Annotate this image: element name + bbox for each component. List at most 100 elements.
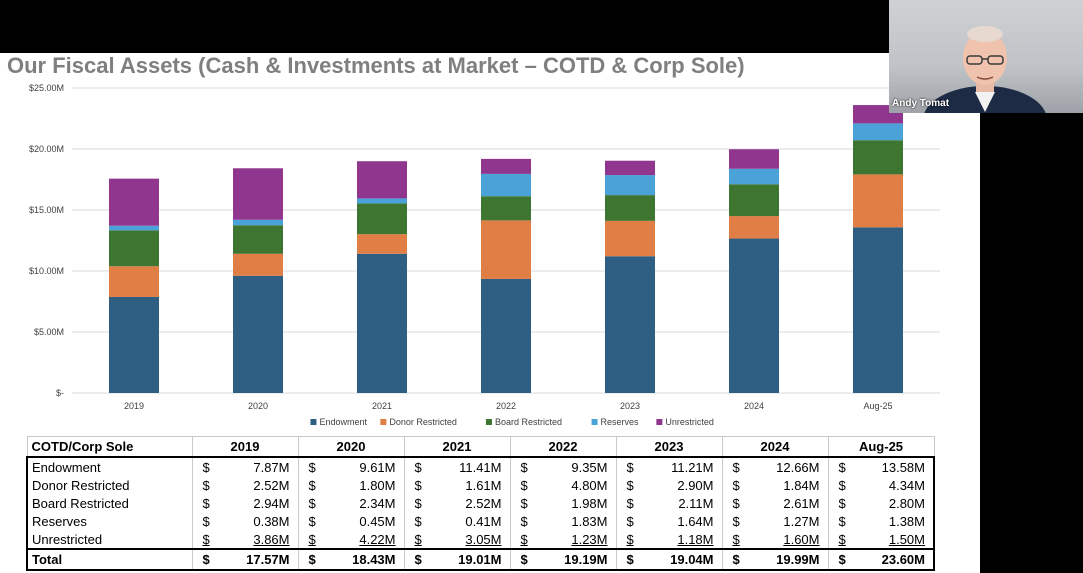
cell-amount: 12.66M <box>776 459 820 475</box>
table-header-year: 2024 <box>721 436 829 458</box>
cell-amount: 2.80M <box>888 495 925 511</box>
x-tick-label: 2022 <box>496 401 516 411</box>
y-tick-label: $25.00M <box>29 83 64 93</box>
bar-segment-donor-restricted <box>853 174 903 228</box>
currency-symbol: $ <box>626 552 634 567</box>
table-cell: $19.01M <box>403 548 510 571</box>
cell-amount: 11.21M <box>671 459 714 475</box>
cell-amount: 1.27M <box>783 513 820 529</box>
cell-amount: 1.64M <box>677 513 714 529</box>
bar-segment-board-restricted <box>357 203 407 235</box>
table-header-year: Aug-25 <box>827 436 935 458</box>
table-cell: $0.45M <box>297 512 404 530</box>
row-label: Donor Restricted <box>26 476 192 494</box>
bar-segment-donor-restricted <box>605 220 655 257</box>
bar-segment-endowment <box>109 296 159 393</box>
currency-symbol: $ <box>414 495 422 511</box>
bar-segment-unrestricted <box>109 178 159 226</box>
table-cell: $19.19M <box>509 548 616 571</box>
bar-segment-endowment <box>357 253 407 393</box>
cell-amount: 1.50M <box>888 531 925 547</box>
table-cell: $3.05M <box>403 530 510 549</box>
currency-symbol: $ <box>308 459 316 475</box>
table-cell: $2.94M <box>191 494 298 512</box>
currency-symbol: $ <box>308 495 316 511</box>
bar-segment-reserves <box>853 123 903 141</box>
cell-amount: 1.38M <box>888 513 925 529</box>
y-tick-label: $15.00M <box>29 205 64 215</box>
row-label: Total <box>26 548 192 571</box>
bar-segment-unrestricted <box>605 160 655 176</box>
currency-symbol: $ <box>202 531 210 547</box>
table-header-year: 2023 <box>615 436 723 458</box>
cell-amount: 9.35M <box>571 459 608 475</box>
table-cell: $2.52M <box>403 494 510 512</box>
table-total-row: Total $17.57M $18.43M $19.01M $19.19M $19.04M… <box>26 548 935 571</box>
table-cell: $9.61M <box>297 457 404 476</box>
currency-symbol: $ <box>202 552 210 567</box>
bar-segment-endowment <box>729 238 779 393</box>
currency-symbol: $ <box>520 477 528 493</box>
cell-amount: 2.52M <box>465 495 502 511</box>
table-cell: $3.86M <box>191 530 298 549</box>
currency-symbol: $ <box>414 531 422 547</box>
table-cell: $2.11M <box>615 494 722 512</box>
table-header-year: 2020 <box>297 436 405 458</box>
currency-symbol: $ <box>626 531 634 547</box>
cell-amount: 2.52M <box>253 477 290 493</box>
y-tick-label: $10.00M <box>29 266 64 276</box>
currency-symbol: $ <box>838 459 846 475</box>
currency-symbol: $ <box>308 477 316 493</box>
cell-amount: 2.90M <box>677 477 714 493</box>
bar-segment-board-restricted <box>481 196 531 221</box>
currency-symbol: $ <box>520 495 528 511</box>
legend-label: Donor Restricted <box>389 417 457 427</box>
x-tick-label: Aug-25 <box>863 401 892 411</box>
bar-segment-donor-restricted <box>357 234 407 254</box>
cell-amount: 0.45M <box>359 513 396 529</box>
currency-symbol: $ <box>414 552 422 567</box>
row-label: Unrestricted <box>26 530 192 549</box>
table-cell: $1.80M <box>297 476 404 494</box>
legend-swatch <box>485 419 492 425</box>
cell-amount: 0.38M <box>253 513 290 529</box>
x-tick-label: 2019 <box>124 401 144 411</box>
legend-label: Endowment <box>319 417 367 427</box>
x-tick-label: 2020 <box>248 401 268 411</box>
cell-amount: 1.61M <box>465 477 502 493</box>
currency-symbol: $ <box>626 477 634 493</box>
table-cell: $1.23M <box>509 530 616 549</box>
table-row: Donor Restricted $2.52M $1.80M $1.61M $4.80M… <box>26 476 935 494</box>
table-cell: $11.21M <box>615 457 722 476</box>
bar-segment-unrestricted <box>233 168 283 220</box>
bar-segment-donor-restricted <box>109 266 159 297</box>
currency-symbol: $ <box>732 531 740 547</box>
x-tick-label: 2024 <box>744 401 764 411</box>
table-cell: $2.80M <box>827 494 935 512</box>
cell-amount: 2.94M <box>253 495 290 511</box>
currency-symbol: $ <box>732 552 740 567</box>
table-header-label: COTD/Corp Sole <box>26 436 193 458</box>
table-cell: $1.83M <box>509 512 616 530</box>
legend-label: Reserves <box>601 417 640 427</box>
cell-amount: 18.43M <box>352 552 396 567</box>
table-cell: $1.60M <box>721 530 828 549</box>
y-tick-label: $20.00M <box>29 144 64 154</box>
cell-amount: 2.11M <box>678 495 714 511</box>
table-cell: $1.64M <box>615 512 722 530</box>
table-cell: $1.50M <box>827 530 935 549</box>
table-header-year: 2021 <box>403 436 511 458</box>
table-cell: $1.18M <box>615 530 722 549</box>
bar-segment-board-restricted <box>605 195 655 221</box>
participant-video-tile[interactable]: Andy Tomat <box>889 0 1083 113</box>
cell-amount: 1.84M <box>783 477 820 493</box>
table-cell: $2.52M <box>191 476 298 494</box>
cell-amount: 2.61M <box>783 495 820 511</box>
bar-segment-donor-restricted <box>233 253 283 276</box>
table-cell: $0.41M <box>403 512 510 530</box>
cell-amount: 0.41M <box>465 513 502 529</box>
bar-segment-board-restricted <box>233 225 283 254</box>
bar-segment-reserves <box>729 168 779 185</box>
currency-symbol: $ <box>520 459 528 475</box>
cell-amount: 13.58M <box>881 459 925 475</box>
